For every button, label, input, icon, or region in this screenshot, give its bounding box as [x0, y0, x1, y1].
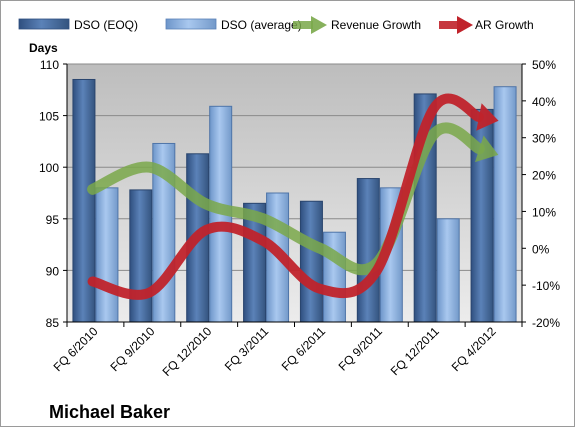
y-axis-title: Days	[29, 41, 58, 55]
x-tick-label: FQ 9/2010	[107, 324, 157, 374]
x-tick-label: FQ 3/2011	[222, 324, 272, 374]
legend-arrow-revenue-growth	[293, 16, 327, 34]
x-tick-label: FQ 9/2011	[336, 324, 386, 374]
legend-swatch-dso-eoq	[18, 18, 70, 30]
left-tick-label: 110	[40, 58, 59, 72]
company-label: Michael Baker	[49, 402, 170, 422]
bar-dso-eoq	[129, 189, 153, 323]
right-tick-label: -10%	[532, 279, 560, 293]
arrowhead-ar-growth	[476, 103, 499, 131]
bar-dso-eoq	[356, 178, 380, 323]
x-axis-ticks: FQ 6/2010 FQ 9/2010 FQ 12/2010 FQ 3/2011 FQ …	[51, 322, 523, 379]
x-tick-label: FQ 4/2012	[449, 324, 499, 374]
right-tick-label: 10%	[532, 205, 556, 219]
legend-label-ar-growth: AR Growth	[475, 18, 534, 32]
legend-swatch-dso-average	[165, 18, 217, 30]
right-tick-label: 0%	[532, 242, 550, 256]
legend: DSO (EOQ) DSO (average) Revenue Growth A…	[18, 16, 534, 34]
left-tick-label: 105	[39, 110, 59, 124]
legend-arrow-ar-growth	[439, 16, 473, 34]
x-tick-label: FQ 12/2011	[388, 324, 442, 378]
left-tick-label: 85	[46, 316, 60, 330]
line-ar-growth	[87, 93, 484, 300]
bar-dso-average	[493, 86, 517, 323]
left-tick-label: 90	[46, 264, 60, 278]
right-tick-label: 20%	[532, 169, 556, 183]
line-revenue-growth	[87, 122, 485, 276]
legend-label-dso-eoq: DSO (EOQ)	[74, 18, 138, 32]
right-tick-label: 30%	[532, 132, 556, 146]
right-axis-ticks: -20% -10% 0% 10% 20% 30% 40% 50%	[522, 58, 560, 330]
left-axis-ticks: 85 90 95 100 105 110	[39, 58, 67, 330]
x-tick-label: FQ 6/2011	[279, 324, 329, 374]
legend-label-dso-average: DSO (average)	[221, 18, 302, 32]
left-tick-label: 100	[39, 161, 59, 175]
right-tick-label: 50%	[532, 58, 556, 72]
x-tick-label: FQ 12/2010	[160, 324, 215, 379]
bar-dso-average	[436, 218, 460, 323]
bar-dso-average	[95, 187, 119, 323]
arrowhead-revenue-growth	[474, 135, 499, 163]
growth-lines	[87, 93, 499, 300]
legend-label-revenue-growth: Revenue Growth	[331, 18, 421, 32]
bar-dso-eoq	[299, 200, 323, 323]
left-tick-label: 95	[46, 213, 60, 227]
right-tick-label: -20%	[532, 316, 560, 330]
x-tick-label: FQ 6/2010	[51, 324, 101, 374]
right-tick-label: 40%	[532, 95, 556, 109]
